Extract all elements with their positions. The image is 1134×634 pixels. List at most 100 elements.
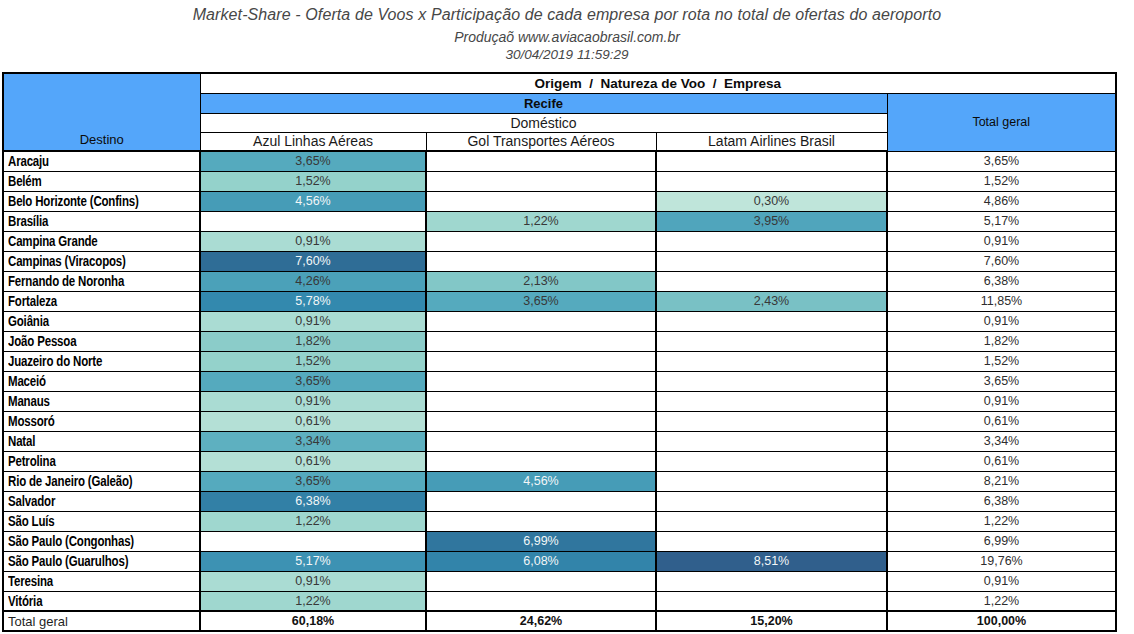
- value-cell: [656, 451, 887, 471]
- value-cell: 2,43%: [656, 291, 887, 311]
- row-label-text: São Luís: [8, 513, 55, 529]
- row-label-text: João Pessoa: [8, 333, 76, 349]
- row-total-cell: 6,38%: [887, 271, 1116, 291]
- table-row: Teresina0,91%0,91%: [3, 571, 1116, 591]
- value-cell: [426, 351, 656, 371]
- value-cell: 2,13%: [426, 271, 656, 291]
- row-label: Juazeiro do Norte: [3, 351, 200, 371]
- row-label-text: Maceió: [8, 373, 46, 389]
- value-cell: 0,30%: [656, 191, 887, 211]
- value-cell: 3,65%: [426, 291, 656, 311]
- row-label: Mossoró: [3, 411, 200, 431]
- value-cell: 0,91%: [200, 231, 426, 251]
- table-row: São Luís 1,22% 1,22%: [3, 511, 1116, 531]
- origin-header: Recife: [200, 93, 887, 113]
- row-label: Salvador: [3, 491, 200, 511]
- value-cell: 0,91%: [200, 391, 426, 411]
- value-cell: [426, 251, 656, 271]
- row-total-cell: 1,52%: [887, 171, 1116, 191]
- value-cell: [656, 571, 887, 591]
- row-total-cell: 3,65%: [887, 151, 1116, 171]
- value-cell: [656, 371, 887, 391]
- row-label-text: Aracaju: [8, 153, 49, 169]
- row-label-text: Goiânia: [8, 313, 49, 329]
- value-cell: [426, 151, 656, 171]
- table-row: Fortaleza5,78%3,65%2,43%11,85%: [3, 291, 1116, 311]
- row-label: Rio de Janeiro (Galeão): [3, 471, 200, 491]
- row-label-text: São Paulo (Guarulhos): [8, 553, 128, 569]
- value-cell: [656, 171, 887, 191]
- value-cell: [656, 271, 887, 291]
- value-cell: [426, 511, 656, 531]
- table-row: Belo Horizonte (Confins)4,56%0,30%4,86%: [3, 191, 1116, 211]
- table-row: São Paulo (Guarulhos)5,17%6,08%8,51%19,7…: [3, 551, 1116, 571]
- row-label: Aracaju: [3, 151, 200, 171]
- report-header: Market-Share - Oferta de Voos x Particip…: [0, 0, 1134, 62]
- table-row: Fernando de Noronha4,26%2,13%6,38%: [3, 271, 1116, 291]
- row-label: Vitória: [3, 591, 200, 611]
- value-cell: [426, 231, 656, 251]
- value-cell: [426, 451, 656, 471]
- row-label: São Paulo (Congonhas): [3, 531, 200, 551]
- row-label-text: Belo Horizonte (Confins): [8, 193, 139, 209]
- grand-total-value-cell: 60,18%: [200, 611, 426, 631]
- table-row: Natal3,34%3,34%: [3, 431, 1116, 451]
- value-cell: [426, 431, 656, 451]
- value-cell: [656, 531, 887, 551]
- value-cell: 1,52%: [200, 171, 426, 191]
- row-label-text: Campina Grande: [8, 233, 98, 249]
- row-label-text: Petrolina: [8, 453, 56, 469]
- row-label: São Paulo (Guarulhos): [3, 551, 200, 571]
- value-cell: 1,22%: [200, 511, 426, 531]
- value-cell: 4,56%: [200, 191, 426, 211]
- value-cell: 0,61%: [200, 411, 426, 431]
- row-label: Petrolina: [3, 451, 200, 471]
- row-label: Fortaleza: [3, 291, 200, 311]
- total-column-header: Total geral: [887, 93, 1116, 151]
- row-total-cell: 1,22%: [887, 591, 1116, 611]
- value-cell: 3,65%: [200, 371, 426, 391]
- row-total-cell: 0,91%: [887, 231, 1116, 251]
- row-total-cell: 6,38%: [887, 491, 1116, 511]
- row-total-cell: 1,22%: [887, 511, 1116, 531]
- value-cell: [656, 151, 887, 171]
- value-cell: [426, 371, 656, 391]
- value-cell: 3,65%: [200, 471, 426, 491]
- page-title: Market-Share - Oferta de Voos x Particip…: [0, 6, 1134, 24]
- value-cell: 8,51%: [656, 551, 887, 571]
- table-row: Brasília1,22%3,95%5,17%: [3, 211, 1116, 231]
- row-label-text: Brasília: [8, 213, 48, 229]
- row-label: Teresina: [3, 571, 200, 591]
- table-row: Belém1,52%1,52%: [3, 171, 1116, 191]
- row-label-text: Fortaleza: [8, 293, 57, 309]
- row-label-text: São Paulo (Congonhas): [8, 533, 134, 549]
- table-row: Maceió 3,65% 3,65%: [3, 371, 1116, 391]
- value-cell: [426, 311, 656, 331]
- row-label: São Luís: [3, 511, 200, 531]
- row-total-cell: 6,99%: [887, 531, 1116, 551]
- page-timestamp: 30/04/2019 11:59:29: [0, 47, 1134, 62]
- row-total-cell: 7,60%: [887, 251, 1116, 271]
- value-cell: [200, 211, 426, 231]
- value-cell: [656, 431, 887, 451]
- row-total-cell: 1,52%: [887, 351, 1116, 371]
- value-cell: [656, 231, 887, 251]
- value-cell: 0,91%: [200, 571, 426, 591]
- value-cell: 0,91%: [200, 311, 426, 331]
- row-total-cell: 0,91%: [887, 311, 1116, 331]
- table-row: Mossoró0,61%0,61%: [3, 411, 1116, 431]
- market-share-table: Destino Origem / Natureza de Voo / Empre…: [2, 72, 1117, 632]
- value-cell: 4,56%: [426, 471, 656, 491]
- row-label: Belém: [3, 171, 200, 191]
- destino-column-header: Destino: [3, 73, 200, 151]
- table-row: Goiânia 0,91% 0,91%: [3, 311, 1116, 331]
- row-total-cell: 11,85%: [887, 291, 1116, 311]
- row-label: Campina Grande: [3, 231, 200, 251]
- row-total-cell: 0,61%: [887, 411, 1116, 431]
- row-label: Maceió: [3, 371, 200, 391]
- flight-nature-header: Doméstico: [200, 113, 887, 132]
- row-total-cell: 3,65%: [887, 371, 1116, 391]
- value-cell: [656, 331, 887, 351]
- value-cell: [426, 391, 656, 411]
- value-cell: 0,61%: [200, 451, 426, 471]
